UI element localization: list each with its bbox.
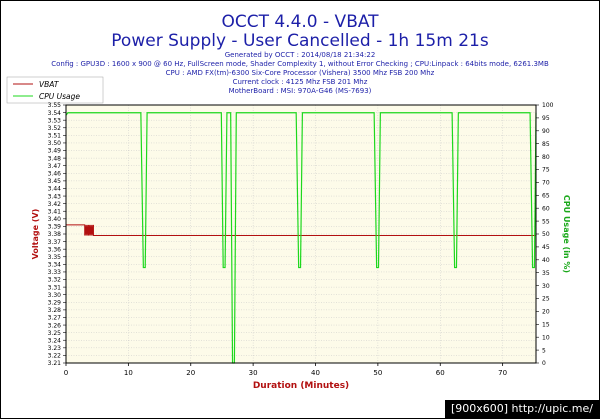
legend-label-vbat: VBAT bbox=[39, 80, 60, 89]
chart-info-lines: Generated by OCCT : 2014/08/18 21:34:22C… bbox=[51, 51, 549, 95]
y-left-tick-label: 3.23 bbox=[48, 345, 62, 352]
y-left-tick-label: 3.38 bbox=[48, 231, 62, 238]
y-right-tick-label: 40 bbox=[542, 257, 550, 264]
info-line: Current clock : 4125 Mhz FSB 201 Mhz bbox=[233, 78, 368, 86]
y-left-tick-label: 3.55 bbox=[48, 102, 62, 109]
y-right-tick-label: 85 bbox=[542, 141, 550, 148]
y-left-tick-label: 3.34 bbox=[48, 262, 62, 269]
y-right-tick-label: 15 bbox=[542, 322, 550, 329]
x-tick-label: 30 bbox=[249, 369, 258, 377]
info-line: Config : GPU3D : 1600 x 900 @ 60 Hz, Ful… bbox=[51, 60, 549, 68]
y-right-tick-label: 45 bbox=[542, 244, 550, 251]
y-left-tick-label: 3.49 bbox=[48, 148, 62, 155]
y-left-tick-label: 3.48 bbox=[48, 155, 62, 162]
y-left-axis-label: Voltage (V) bbox=[31, 209, 40, 260]
y-right-axis-ticks: 0 5 10 15 20 25 30 35 40 45 50 55 60 65 70 75 80 85 90 95 10… bbox=[536, 102, 554, 367]
info-line: CPU : AMD FX(tm)-6300 Six-Core Processor… bbox=[166, 69, 435, 77]
y-left-tick-label: 3.31 bbox=[48, 284, 62, 291]
y-left-tick-label: 3.36 bbox=[48, 246, 62, 253]
x-tick-label: 20 bbox=[186, 369, 195, 377]
chart-title: OCCT 4.4.0 - VBAT bbox=[221, 12, 379, 32]
x-tick-label: 0 bbox=[64, 369, 68, 377]
y-left-tick-label: 3.22 bbox=[48, 353, 62, 360]
y-right-tick-label: 10 bbox=[542, 334, 550, 341]
y-left-tick-label: 3.40 bbox=[48, 216, 62, 223]
x-axis-ticks: 0 10 20 30 40 50 60 70 bbox=[64, 363, 507, 377]
y-right-tick-label: 50 bbox=[542, 231, 550, 238]
y-right-tick-label: 70 bbox=[542, 180, 550, 187]
y-left-tick-label: 3.44 bbox=[48, 186, 62, 193]
y-right-tick-label: 65 bbox=[542, 193, 550, 200]
y-left-tick-label: 3.51 bbox=[48, 133, 62, 140]
y-left-tick-label: 3.26 bbox=[48, 322, 62, 329]
x-tick-label: 60 bbox=[436, 369, 445, 377]
x-tick-label: 40 bbox=[311, 369, 320, 377]
y-left-tick-label: 3.50 bbox=[48, 140, 62, 147]
y-left-tick-label: 3.39 bbox=[48, 224, 62, 231]
y-left-tick-label: 3.35 bbox=[48, 254, 62, 261]
series-lines bbox=[65, 112, 537, 364]
info-line: MotherBoard : MSI: 970A-G46 (MS-7693) bbox=[229, 87, 372, 95]
y-left-tick-label: 3.46 bbox=[48, 170, 62, 177]
y-left-tick-label: 3.32 bbox=[48, 277, 62, 284]
y-left-tick-label: 3.37 bbox=[48, 239, 62, 246]
y-right-tick-label: 25 bbox=[542, 296, 550, 303]
y-left-axis-ticks: 3.213.223.233.243.253.263.273.283.293.30… bbox=[48, 102, 66, 367]
y-right-tick-label: 5 bbox=[542, 347, 546, 354]
y-left-tick-label: 3.54 bbox=[48, 110, 62, 117]
y-left-tick-label: 3.53 bbox=[48, 117, 62, 124]
y-left-tick-label: 3.24 bbox=[48, 337, 62, 344]
y-left-tick-label: 3.52 bbox=[48, 125, 62, 132]
y-left-tick-label: 3.33 bbox=[48, 269, 62, 276]
y-right-tick-label: 95 bbox=[542, 115, 550, 122]
series-line-vbat bbox=[66, 224, 536, 237]
legend-label-cpu-usage: CPU Usage bbox=[39, 92, 80, 101]
y-left-tick-label: 3.30 bbox=[48, 292, 62, 299]
y-left-tick-label: 3.28 bbox=[48, 307, 62, 314]
y-right-axis-label: CPU Usage (in %) bbox=[562, 195, 571, 273]
chart-subtitle: Power Supply - User Cancelled - 1h 15m 2… bbox=[111, 31, 489, 51]
y-right-tick-label: 35 bbox=[542, 270, 550, 277]
x-tick-label: 70 bbox=[498, 369, 507, 377]
y-right-tick-label: 100 bbox=[542, 102, 554, 109]
y-left-tick-label: 3.21 bbox=[48, 360, 62, 367]
y-right-tick-label: 30 bbox=[542, 283, 550, 290]
y-right-tick-label: 0 bbox=[542, 360, 546, 367]
y-left-tick-label: 3.43 bbox=[48, 193, 62, 200]
info-line: Generated by OCCT : 2014/08/18 21:34:22 bbox=[225, 51, 376, 59]
y-left-tick-label: 3.41 bbox=[48, 208, 62, 215]
watermark: [900x600] http://upic.me/ bbox=[444, 400, 599, 418]
legend-box bbox=[6, 76, 104, 104]
y-left-tick-label: 3.42 bbox=[48, 201, 62, 208]
y-right-tick-label: 60 bbox=[542, 205, 550, 212]
y-right-tick-label: 90 bbox=[542, 128, 550, 135]
y-left-tick-label: 3.45 bbox=[48, 178, 62, 185]
y-left-tick-label: 3.47 bbox=[48, 163, 62, 170]
x-axis-label: Duration (Minutes) bbox=[253, 381, 349, 391]
y-right-tick-label: 20 bbox=[542, 309, 550, 316]
legend: VBAT CPU Usage bbox=[6, 76, 104, 104]
series-line-cpu-usage bbox=[65, 112, 537, 364]
y-right-tick-label: 55 bbox=[542, 218, 550, 225]
y-left-tick-label: 3.25 bbox=[48, 330, 62, 337]
y-right-tick-label: 80 bbox=[542, 154, 550, 161]
y-right-tick-label: 75 bbox=[542, 167, 550, 174]
y-left-tick-label: 3.27 bbox=[48, 315, 62, 322]
x-tick-label: 10 bbox=[124, 369, 133, 377]
y-left-tick-label: 3.29 bbox=[48, 299, 62, 306]
x-tick-label: 50 bbox=[373, 369, 382, 377]
